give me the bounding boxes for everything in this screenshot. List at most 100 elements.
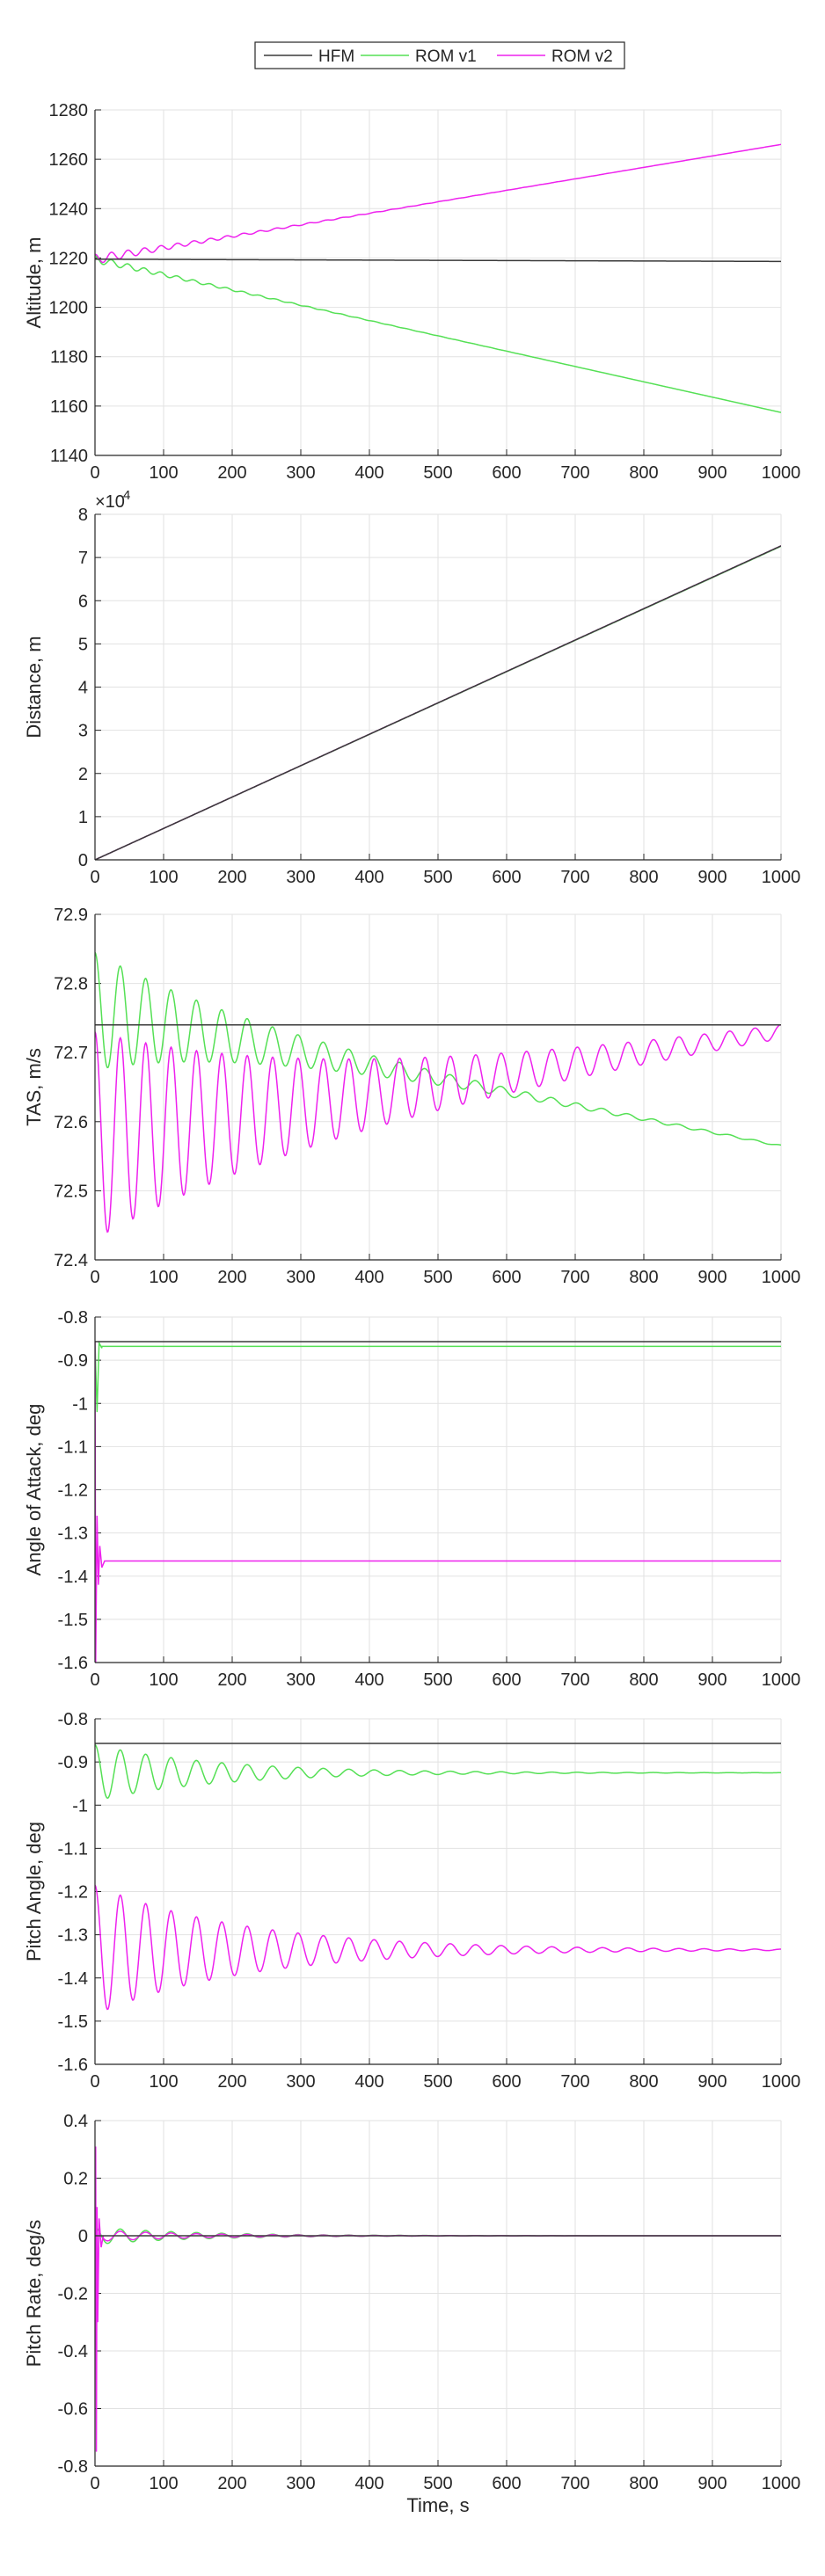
y-tick-label: 3 bbox=[78, 722, 88, 741]
legend-label: ROM v2 bbox=[551, 47, 613, 66]
y-tick-label: 72.9 bbox=[54, 906, 88, 925]
y-tick-label: 0 bbox=[78, 2227, 88, 2246]
x-tick-label: 200 bbox=[217, 868, 246, 887]
y-tick-label: 7 bbox=[78, 549, 88, 568]
y-tick-label: -1.6 bbox=[58, 2056, 88, 2075]
legend-box bbox=[254, 41, 625, 69]
series-line-rom-v1 bbox=[95, 1743, 781, 1799]
series-line-rom-v2 bbox=[95, 1024, 781, 1233]
x-tick-label: 600 bbox=[492, 1268, 521, 1287]
y-tick-label: -1.1 bbox=[58, 1437, 88, 1457]
y-axis-label: Pitch Angle, deg bbox=[23, 1822, 45, 1961]
x-tick-label: 1000 bbox=[762, 463, 801, 483]
x-tick-label: 500 bbox=[423, 2072, 452, 2092]
y-tick-label: 8 bbox=[78, 506, 88, 525]
x-tick-label: 500 bbox=[423, 463, 452, 483]
x-tick-label: 300 bbox=[286, 868, 315, 887]
legend-label: ROM v1 bbox=[415, 47, 477, 66]
y-axis-label: Angle of Attack, deg bbox=[23, 1404, 45, 1576]
x-axis-label: Time, s bbox=[406, 2494, 469, 2516]
y-tick-label: -1.6 bbox=[58, 1654, 88, 1673]
x-tick-label: 700 bbox=[560, 1268, 589, 1287]
x-tick-label: 800 bbox=[629, 868, 658, 887]
y-tick-label: 5 bbox=[78, 635, 88, 654]
y-tick-label: -0.8 bbox=[58, 2457, 88, 2477]
chart-panel-4: 0 100 200 300 400 500 600 700 800 900 1000 -1.6 -1.5… bbox=[23, 1308, 800, 1690]
y-tick-label: 6 bbox=[78, 592, 88, 611]
x-tick-label: 0 bbox=[90, 1268, 99, 1287]
x-tick-label: 200 bbox=[217, 2072, 246, 2092]
x-tick-label: 500 bbox=[423, 1670, 452, 1690]
y-tick-label: 1220 bbox=[49, 249, 89, 268]
x-tick-label: 400 bbox=[354, 1268, 383, 1287]
x-tick-label: 400 bbox=[354, 2474, 383, 2493]
y-tick-label: -1.5 bbox=[58, 1611, 88, 1630]
x-tick-label: 300 bbox=[286, 463, 315, 483]
axis-exponent: ×10 bbox=[95, 492, 125, 512]
y-tick-label: 72.6 bbox=[54, 1113, 88, 1132]
x-tick-label: 700 bbox=[560, 463, 589, 483]
x-tick-label: 300 bbox=[286, 1268, 315, 1287]
y-axis-label: Altitude, m bbox=[23, 237, 45, 329]
x-tick-label: 1000 bbox=[762, 2474, 801, 2493]
x-tick-label: 800 bbox=[629, 1268, 658, 1287]
x-tick-label: 600 bbox=[492, 463, 521, 483]
x-tick-label: 400 bbox=[354, 1670, 383, 1690]
y-tick-label: 72.5 bbox=[54, 1182, 88, 1201]
y-tick-label: -1.4 bbox=[58, 1969, 88, 1989]
x-tick-label: 100 bbox=[149, 2072, 178, 2092]
x-tick-label: 600 bbox=[492, 2072, 521, 2092]
y-tick-label: 1160 bbox=[50, 397, 88, 417]
x-tick-label: 400 bbox=[354, 868, 383, 887]
series-line-rom-v2 bbox=[95, 1884, 781, 2011]
x-tick-label: 100 bbox=[149, 2474, 178, 2493]
x-tick-label: 600 bbox=[492, 2474, 521, 2493]
y-tick-label: -1 bbox=[72, 1394, 88, 1414]
x-tick-label: 1000 bbox=[762, 868, 801, 887]
y-tick-label: -0.9 bbox=[58, 1753, 88, 1772]
y-tick-label: -1.2 bbox=[58, 1481, 88, 1501]
y-tick-label: 1280 bbox=[49, 101, 89, 120]
x-tick-label: 200 bbox=[217, 463, 246, 483]
x-tick-label: 900 bbox=[697, 2072, 726, 2092]
x-tick-label: 200 bbox=[217, 1268, 246, 1287]
x-tick-label: 900 bbox=[697, 463, 726, 483]
y-tick-label: 72.7 bbox=[54, 1044, 88, 1063]
x-tick-label: 100 bbox=[149, 868, 178, 887]
y-tick-label: -1 bbox=[72, 1796, 88, 1816]
x-tick-label: 900 bbox=[697, 1670, 726, 1690]
x-tick-label: 0 bbox=[90, 2474, 99, 2493]
y-tick-label: -0.9 bbox=[58, 1351, 88, 1371]
series-line-rom-v1 bbox=[95, 1340, 781, 1413]
y-tick-label: -0.2 bbox=[58, 2285, 88, 2304]
y-tick-label: -0.8 bbox=[58, 1710, 88, 1729]
x-tick-label: 700 bbox=[560, 1670, 589, 1690]
y-tick-label: -1.4 bbox=[58, 1568, 88, 1587]
x-tick-label: 800 bbox=[629, 463, 658, 483]
y-tick-label: 1200 bbox=[49, 299, 89, 318]
y-axis-label: Pitch Rate, deg/s bbox=[23, 2220, 45, 2368]
y-tick-label: 1 bbox=[78, 808, 88, 827]
y-tick-label: -0.6 bbox=[58, 2400, 88, 2420]
x-tick-label: 600 bbox=[492, 868, 521, 887]
x-tick-label: 100 bbox=[149, 1670, 178, 1690]
y-tick-label: -1.3 bbox=[58, 1524, 88, 1544]
y-tick-label: 2 bbox=[78, 765, 88, 784]
x-tick-label: 1000 bbox=[762, 1268, 801, 1287]
legend-label: HFM bbox=[318, 47, 354, 66]
x-tick-label: 400 bbox=[354, 463, 383, 483]
y-tick-label: 4 bbox=[78, 679, 88, 698]
x-tick-label: 800 bbox=[629, 2072, 658, 2092]
x-tick-label: 300 bbox=[286, 2474, 315, 2493]
series-line-hfm bbox=[95, 258, 781, 263]
y-tick-label: 0 bbox=[78, 851, 88, 870]
y-tick-label: -1.2 bbox=[58, 1883, 88, 1903]
y-tick-label: -1.5 bbox=[58, 2012, 88, 2032]
x-tick-label: 0 bbox=[90, 1670, 99, 1690]
chart-panel-6: 0 100 200 300 400 500 600 700 800 900 1000 -0.8 -0.6… bbox=[23, 2112, 800, 2493]
x-tick-label: 900 bbox=[697, 868, 726, 887]
chart-panel-2: 0 100 200 300 400 500 600 700 800 900 1000 0 1 2 3 4 5 6 7… bbox=[23, 488, 800, 887]
x-tick-label: 500 bbox=[423, 1268, 452, 1287]
series-line-rom-v2 bbox=[95, 1341, 781, 1663]
x-tick-label: 800 bbox=[629, 1670, 658, 1690]
